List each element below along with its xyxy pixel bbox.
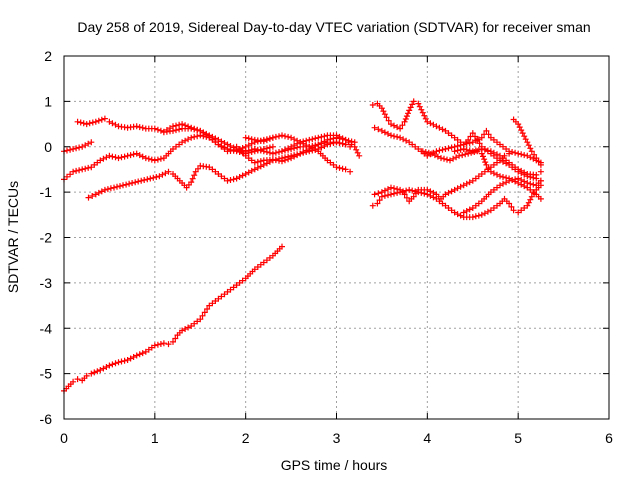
- x-tick-label: 3: [333, 430, 341, 446]
- data-series-track-13: track-13: [369, 182, 544, 221]
- y-tick-label: -1: [40, 184, 53, 200]
- data-series: track-01track-02track-03track-04track-05…: [61, 98, 544, 394]
- x-axis-label: GPS time / hours: [281, 457, 388, 473]
- x-tick-label: 2: [242, 430, 250, 446]
- data-series-track-09: track-09: [279, 132, 363, 159]
- y-tick-label: -2: [40, 230, 53, 246]
- y-tick-label: -5: [40, 366, 53, 382]
- y-axis-label: SDTVAR / TECUs: [5, 181, 21, 293]
- x-tick-label: 6: [605, 430, 613, 446]
- axis-ticks: 0 1 2 3 4 5 6 -6 -5 -4 -3 -2 -1 0 1 2: [40, 48, 614, 446]
- x-tick-label: 4: [423, 430, 431, 446]
- data-series-track-16: track-16: [510, 116, 544, 168]
- y-tick-label: -3: [40, 275, 53, 291]
- data-series-track-11: track-11: [371, 124, 544, 166]
- data-series-track-15: track-15: [451, 146, 544, 178]
- data-series-track-17: track-17: [460, 175, 544, 216]
- x-tick-label: 0: [60, 430, 68, 446]
- x-tick-label: 1: [151, 430, 159, 446]
- x-tick-label: 5: [514, 430, 522, 446]
- y-tick-label: -6: [40, 411, 53, 427]
- y-tick-label: 2: [44, 48, 52, 64]
- y-tick-label: 0: [44, 139, 52, 155]
- chart-title: Day 258 of 2019, Sidereal Day-to-day VTE…: [77, 19, 590, 35]
- grid-lines: [64, 56, 609, 419]
- data-series-track-08: track-08: [242, 132, 354, 175]
- y-tick-label: -4: [40, 320, 53, 336]
- y-tick-label: 1: [44, 93, 52, 109]
